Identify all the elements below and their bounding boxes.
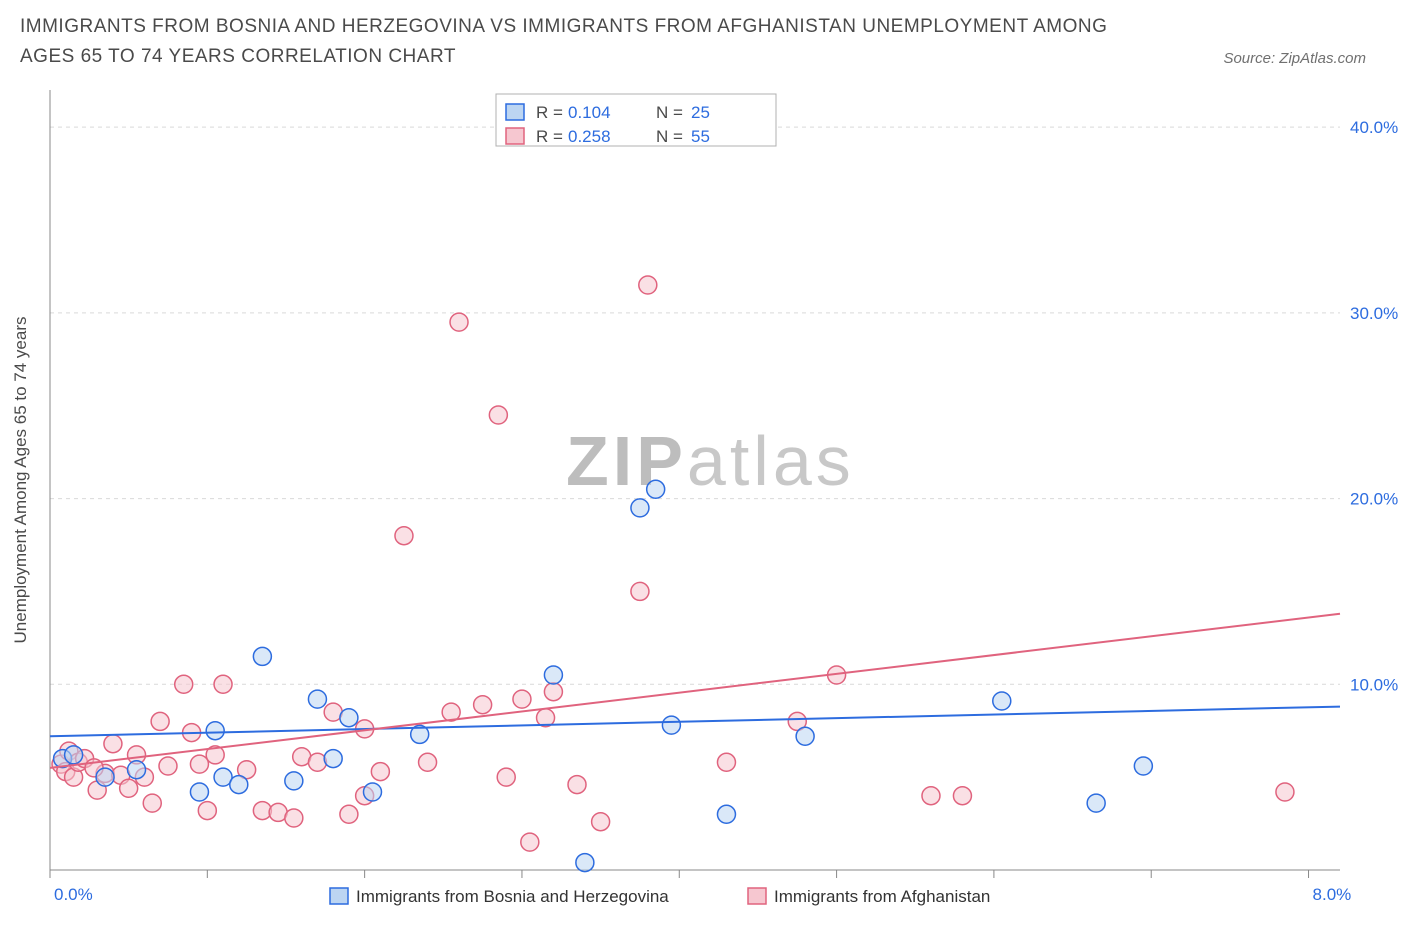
data-point-afghanistan [159, 757, 177, 775]
data-point-afghanistan [143, 794, 161, 812]
data-point-bosnia [993, 692, 1011, 710]
chart-title: IMMIGRANTS FROM BOSNIA AND HERZEGOVINA V… [20, 12, 1120, 73]
data-point-afghanistan [1276, 783, 1294, 801]
data-point-afghanistan [120, 779, 138, 797]
data-point-afghanistan [104, 735, 122, 753]
data-point-afghanistan [285, 809, 303, 827]
data-point-bosnia [308, 690, 326, 708]
x-axis-end-label: 8.0% [1313, 885, 1352, 904]
y-tick-label: 20.0% [1350, 490, 1398, 509]
data-point-afghanistan [151, 712, 169, 730]
data-point-bosnia [717, 805, 735, 823]
data-point-bosnia [576, 854, 594, 872]
data-point-afghanistan [474, 696, 492, 714]
data-point-afghanistan [513, 690, 531, 708]
trend-line-bosnia [50, 707, 1340, 737]
data-point-bosnia [340, 709, 358, 727]
data-point-afghanistan [395, 527, 413, 545]
y-tick-label: 30.0% [1350, 304, 1398, 323]
data-point-bosnia [544, 666, 562, 684]
data-point-bosnia [1134, 757, 1152, 775]
stat-n-value: 25 [691, 103, 710, 122]
data-point-afghanistan [340, 805, 358, 823]
data-point-bosnia [65, 746, 83, 764]
stat-n-value: 55 [691, 127, 710, 146]
x-axis-start-label: 0.0% [54, 885, 93, 904]
legend-label: Immigrants from Afghanistan [774, 887, 990, 906]
stat-r-value: 0.104 [568, 103, 611, 122]
data-point-afghanistan [592, 813, 610, 831]
data-point-afghanistan [497, 768, 515, 786]
stat-n-label: N = [656, 103, 683, 122]
watermark: ZIPatlas [566, 421, 986, 521]
data-point-bosnia [647, 480, 665, 498]
legend-swatch [748, 888, 766, 904]
stat-r-label: R = [536, 103, 563, 122]
stat-r-label: R = [536, 127, 563, 146]
data-point-afghanistan [631, 582, 649, 600]
data-point-bosnia [1087, 794, 1105, 812]
data-point-afghanistan [419, 753, 437, 771]
data-point-afghanistan [544, 683, 562, 701]
data-point-bosnia [96, 768, 114, 786]
y-tick-label: 10.0% [1350, 675, 1398, 694]
stat-n-label: N = [656, 127, 683, 146]
stat-swatch [506, 128, 524, 144]
data-point-afghanistan [953, 787, 971, 805]
data-point-afghanistan [214, 675, 232, 693]
chart-container: 10.0% 20.0% 30.0% 40.0% ZIPatlas 0.0% 8.0% Unem… [0, 90, 1406, 930]
source-attribution: Source: ZipAtlas.com [1223, 50, 1366, 67]
trend-line-afghanistan [50, 614, 1340, 768]
data-point-afghanistan [308, 753, 326, 771]
data-point-bosnia [324, 750, 342, 768]
data-point-afghanistan [568, 776, 586, 794]
data-point-afghanistan [175, 675, 193, 693]
data-point-bosnia [230, 776, 248, 794]
data-point-afghanistan [198, 802, 216, 820]
data-point-afghanistan [639, 276, 657, 294]
data-point-afghanistan [521, 833, 539, 851]
data-point-bosnia [631, 499, 649, 517]
y-axis-label: Unemployment Among Ages 65 to 74 years [11, 317, 30, 644]
y-tick-label: 40.0% [1350, 118, 1398, 137]
data-point-afghanistan [371, 763, 389, 781]
data-point-bosnia [796, 727, 814, 745]
stat-swatch [506, 104, 524, 120]
data-point-afghanistan [922, 787, 940, 805]
data-point-afghanistan [717, 753, 735, 771]
stat-r-value: 0.258 [568, 127, 611, 146]
data-point-bosnia [364, 783, 382, 801]
data-point-bosnia [206, 722, 224, 740]
legend-swatch [330, 888, 348, 904]
data-point-bosnia [285, 772, 303, 790]
data-point-bosnia [662, 716, 680, 734]
data-point-afghanistan [450, 313, 468, 331]
data-point-bosnia [128, 761, 146, 779]
legend-label: Immigrants from Bosnia and Herzegovina [356, 887, 669, 906]
data-point-bosnia [253, 647, 271, 665]
data-point-afghanistan [489, 406, 507, 424]
scatter-chart: 10.0% 20.0% 30.0% 40.0% ZIPatlas 0.0% 8.0% Unem… [0, 90, 1406, 930]
data-point-afghanistan [190, 755, 208, 773]
data-point-bosnia [190, 783, 208, 801]
